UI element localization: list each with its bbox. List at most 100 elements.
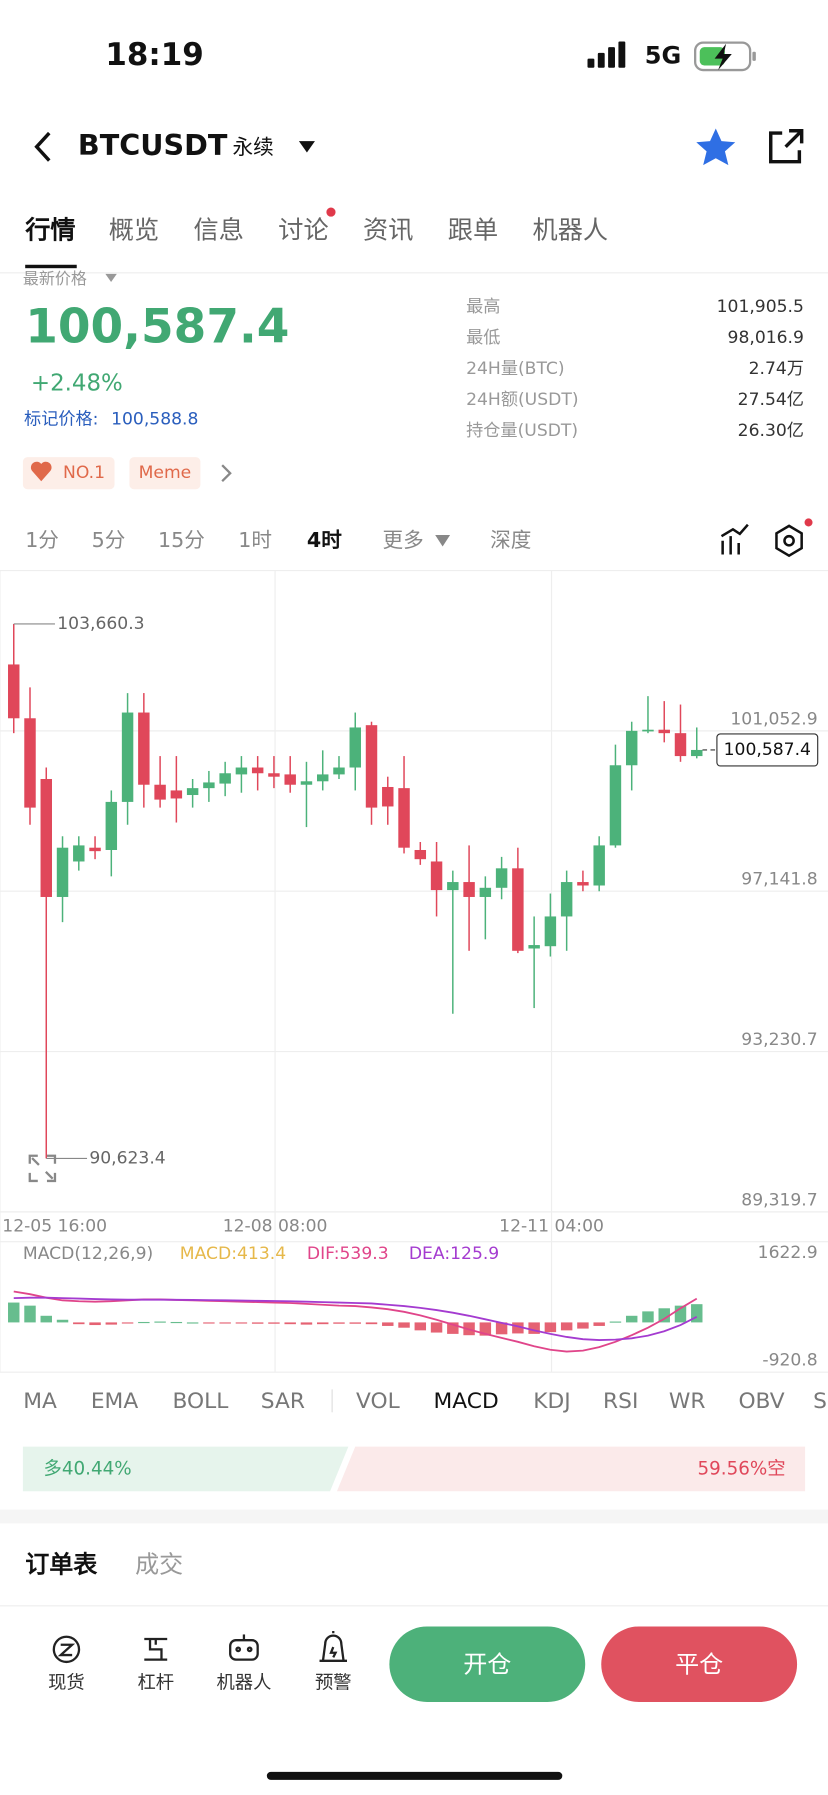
back-button[interactable]	[34, 131, 51, 162]
candle-body	[430, 861, 443, 891]
candle-body	[691, 749, 703, 757]
tab[interactable]: 行情	[24, 216, 75, 245]
candle-body	[203, 782, 215, 789]
stats: 最高 101,905.5 最低 98,016.9 24H量(BTC) 2.74万 24H额(…	[466, 297, 804, 441]
macd-bar	[138, 1321, 150, 1324]
candle-body	[349, 727, 361, 768]
interval[interactable]: 深度	[490, 528, 531, 552]
tab[interactable]: 跟单	[448, 216, 498, 245]
x-tick-label: 12-08 08:00	[223, 1217, 328, 1237]
nav-label[interactable]: 杠杆	[137, 1673, 174, 1694]
order-tab[interactable]: 成交	[135, 1551, 183, 1579]
macd-bar	[382, 1322, 394, 1326]
nav-label[interactable]: 现货	[48, 1673, 85, 1694]
indicator-icon[interactable]	[720, 523, 749, 555]
indicator-tab[interactable]: BOLL	[172, 1389, 228, 1414]
tag[interactable]: NO.1	[63, 463, 105, 483]
candle-body	[414, 849, 427, 860]
indicator-tab[interactable]: VOL	[356, 1389, 400, 1414]
open-button[interactable]	[389, 1626, 586, 1703]
indicator-tab[interactable]: OBV	[738, 1389, 784, 1414]
macd-label: MACD(12,26,9)	[23, 1244, 153, 1264]
macd-bar	[609, 1321, 622, 1323]
tab[interactable]: 资讯	[363, 216, 413, 245]
macd-bar	[365, 1322, 378, 1325]
tab[interactable]: 信息	[194, 216, 244, 245]
macd-bar	[56, 1319, 69, 1323]
more-arrow[interactable]	[221, 464, 232, 483]
candle-body	[170, 790, 183, 799]
candle-body	[593, 845, 605, 886]
price-label: 最新价格	[23, 269, 87, 288]
indicator-tab[interactable]: KDJ	[533, 1389, 570, 1414]
candle-body	[8, 664, 20, 719]
candle-body	[447, 882, 459, 891]
y-tick-label: 97,141.8	[741, 870, 817, 890]
x-tick-label: 12-05 16:00	[2, 1217, 107, 1237]
dropdown-arrow[interactable]	[298, 141, 315, 153]
macd-bar	[691, 1304, 703, 1323]
order-tab[interactable]: 订单表	[25, 1551, 98, 1579]
open-button-label[interactable]: 开仓	[463, 1650, 511, 1678]
macd-bar	[560, 1322, 573, 1331]
section-divider	[0, 1509, 828, 1524]
macd-bar	[8, 1302, 20, 1323]
nav-label[interactable]: 机器人	[216, 1673, 271, 1694]
macd-bar	[479, 1322, 492, 1336]
interval[interactable]: 1时	[238, 528, 272, 552]
tab[interactable]: 机器人	[533, 216, 609, 245]
candle-body	[674, 733, 687, 757]
macd-bar	[235, 1322, 248, 1324]
fullscreen-button[interactable]	[28, 1154, 57, 1183]
indicator-tab[interactable]: MACD	[434, 1389, 499, 1414]
battery-icon	[694, 41, 756, 72]
macd-tick-label: 1622.9	[758, 1243, 818, 1263]
interval[interactable]: 15分	[158, 528, 205, 552]
nav-label[interactable]: 预警	[315, 1673, 352, 1694]
y-tick-label: 89,319.7	[741, 1190, 817, 1210]
macd-bar	[398, 1322, 410, 1328]
indicator-tab[interactable]: EMA	[91, 1389, 139, 1414]
interval-bar: 1分 5分 15分 1时 4时 更多 深度	[25, 528, 531, 552]
close-button[interactable]	[601, 1626, 798, 1703]
tab[interactable]: 概览	[109, 216, 159, 245]
price-chart: 101,052.9 97,141.8 93,230.7 89,319.7 12-05 1…	[0, 569, 828, 1373]
symbol[interactable]: BTCUSDT	[78, 128, 228, 162]
interval[interactable]: 4时	[307, 528, 342, 552]
macd-bar	[219, 1322, 231, 1324]
candle-body	[495, 868, 508, 888]
candle-body	[251, 767, 264, 774]
tag[interactable]: Meme	[139, 463, 192, 483]
macd-bar	[73, 1322, 85, 1325]
share-button[interactable]	[769, 129, 804, 164]
candle-body	[398, 788, 410, 848]
indicator-tab[interactable]: RSI	[603, 1389, 638, 1414]
interval[interactable]: 更多	[383, 528, 424, 552]
close-button-label[interactable]: 平仓	[675, 1650, 723, 1678]
indicator-tab[interactable]: SAR	[261, 1389, 305, 1414]
macd-bar	[349, 1322, 361, 1324]
tab[interactable]: 讨论	[278, 216, 328, 245]
candle-body	[40, 778, 52, 897]
indicator-tab[interactable]: MA	[23, 1389, 57, 1414]
candle-body	[544, 916, 557, 947]
nav-icons	[52, 1631, 348, 1664]
contract-type[interactable]: 永续	[232, 135, 273, 159]
candle-body	[642, 729, 654, 732]
favorite-star[interactable]	[696, 128, 736, 166]
stat-label: 24H量(BTC)	[466, 359, 565, 379]
interval[interactable]: 5分	[92, 528, 126, 552]
settings-icon[interactable]	[775, 518, 813, 558]
indicator-tabs: MA EMA BOLL SAR VOL MACD KDJ RSI WR OBV S	[23, 1389, 827, 1414]
candle-body	[186, 788, 199, 796]
macd-bar	[203, 1322, 215, 1324]
interval[interactable]: 1分	[25, 528, 59, 552]
more-arrow[interactable]	[435, 535, 451, 547]
indicator-tab[interactable]: S	[813, 1389, 827, 1414]
indicator-tab[interactable]: WR	[669, 1389, 706, 1414]
candle-body	[219, 773, 231, 784]
tag-pill[interactable]	[129, 457, 201, 490]
macd-bar	[105, 1322, 118, 1325]
macd-bar	[316, 1322, 329, 1325]
